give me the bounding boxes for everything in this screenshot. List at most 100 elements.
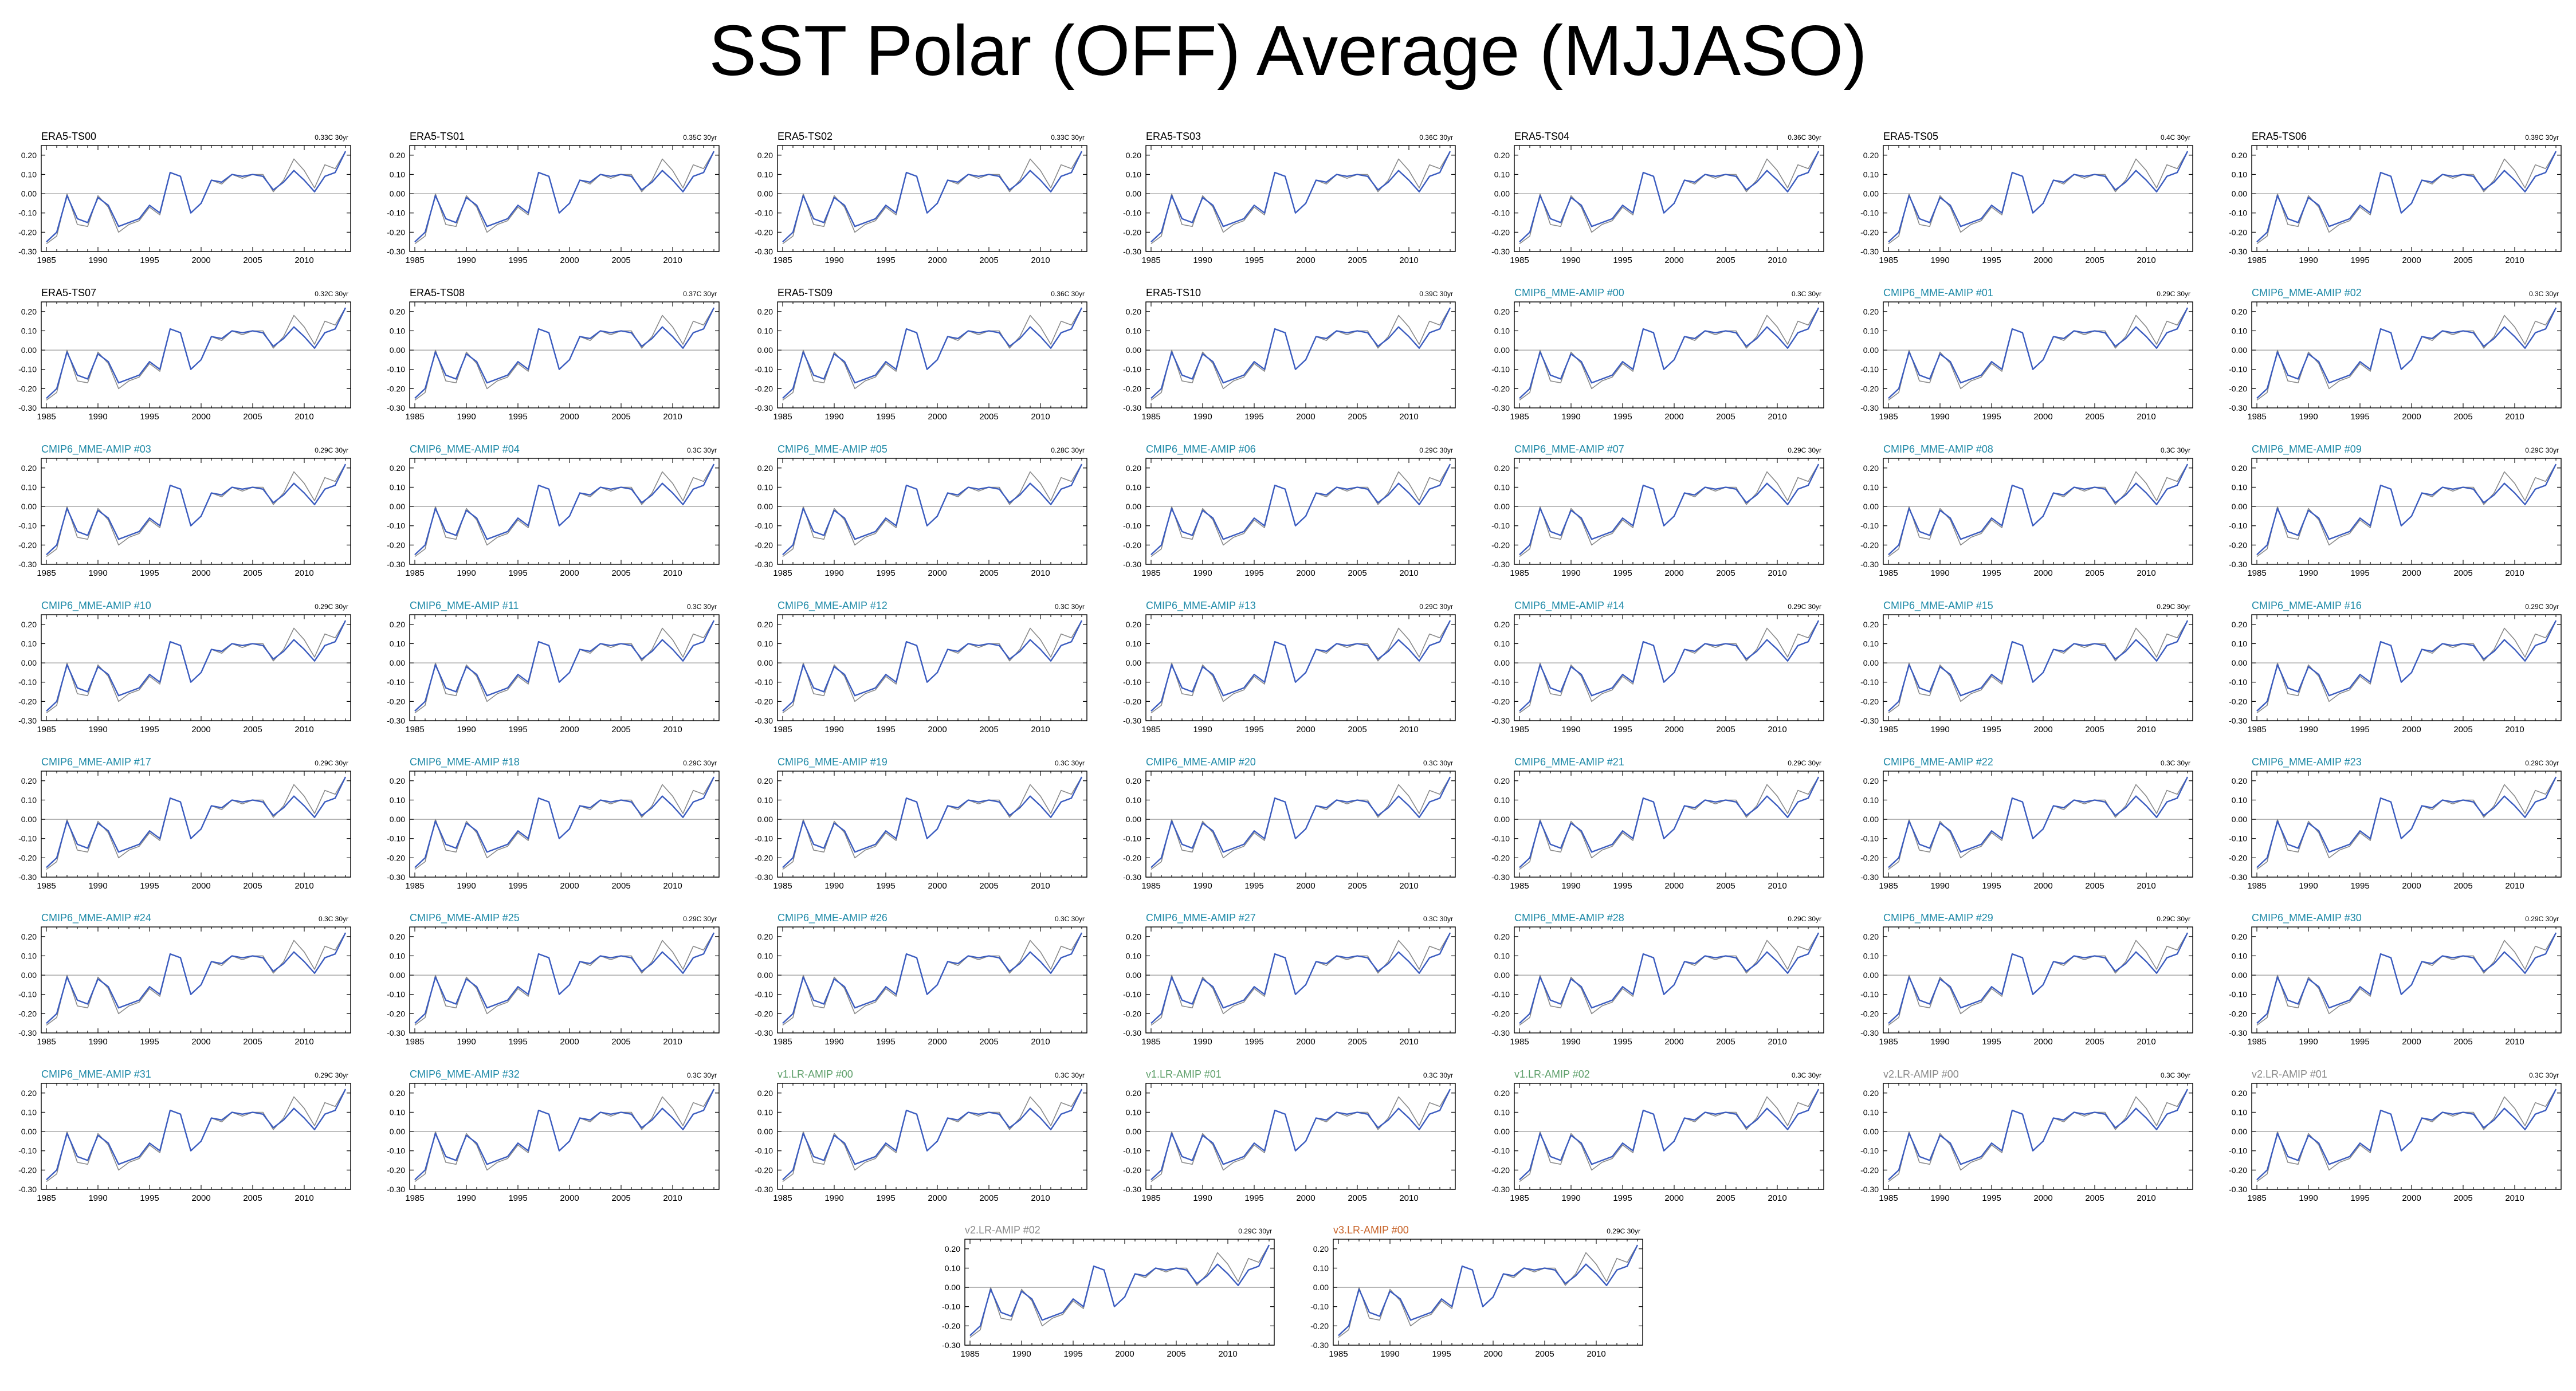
x-tick-label: 1995: [508, 725, 527, 734]
panel: CMIP6_MME-AMIP #00 0.3C 30yr -0.30 -0.20 -0.…: [1491, 287, 1824, 422]
y-tick-label: -0.20: [1491, 227, 1510, 237]
y-tick-label: -0.20: [387, 384, 405, 393]
plot-frame: [1883, 771, 2193, 878]
y-tick-label: -0.20: [1860, 853, 1879, 862]
y-tick-label: 0.00: [390, 970, 405, 980]
plot-frame: [41, 458, 351, 565]
x-tick-label: 1990: [88, 725, 107, 734]
trend-label: 0.3C 30yr: [2529, 290, 2559, 298]
x-tick-label: 2010: [294, 568, 313, 578]
y-tick-label: 0.10: [2232, 951, 2247, 960]
y-tick-label: -0.20: [1123, 540, 1141, 549]
trend-label: 0.29C 30yr: [315, 446, 348, 454]
x-tick-label: 2005: [2453, 1037, 2472, 1047]
x-tick-label: 2005: [1716, 256, 1735, 265]
x-tick-label: 2005: [2085, 412, 2104, 422]
plot-frame: [1514, 301, 1824, 408]
x-tick-label: 1995: [1613, 1037, 1632, 1047]
y-tick-label: -0.30: [18, 716, 37, 725]
panel-label: CMIP6_MME-AMIP #09: [2252, 443, 2362, 455]
model-series-line: [1519, 463, 1820, 556]
reference-series-line: [782, 620, 1082, 714]
panel: v1.LR-AMIP #01 0.3C 30yr -0.30 -0.20 -0.10 0.…: [1123, 1068, 1456, 1203]
reference-series-line: [2256, 463, 2557, 557]
y-tick-label: -0.20: [755, 1165, 773, 1174]
x-tick-label: 1985: [37, 568, 56, 578]
x-tick-label: 1995: [876, 256, 895, 265]
x-tick-label: 1985: [773, 1193, 792, 1203]
panel: ERA5-TS02 0.33C 30yr -0.30 -0.20 -0.10 0.00 0.…: [755, 131, 1087, 265]
x-tick-label: 2010: [2505, 1193, 2524, 1203]
x-tick-label: 2000: [2402, 881, 2421, 891]
x-tick-label: 1990: [2299, 1193, 2318, 1203]
y-tick-label: 0.20: [1126, 307, 1141, 316]
x-tick-label: 2000: [560, 725, 579, 734]
y-tick-label: -0.20: [755, 1009, 773, 1018]
plot-frame: [964, 1239, 1275, 1346]
x-tick-label: 2010: [1031, 725, 1050, 734]
model-series-line: [414, 776, 715, 869]
reference-series-line: [2256, 151, 2557, 245]
x-tick-label: 1985: [1141, 412, 1160, 422]
reference-series-line: [414, 932, 714, 1026]
trend-label: 0.3C 30yr: [687, 446, 717, 454]
x-tick-label: 1995: [1244, 1193, 1263, 1203]
y-tick-label: -0.30: [1860, 716, 1879, 725]
y-tick-label: 0.20: [21, 463, 37, 473]
y-tick-label: -0.30: [387, 1028, 405, 1038]
model-series-line: [46, 1089, 347, 1181]
panel: CMIP6_MME-AMIP #05 0.28C 30yr -0.30 -0.20 -0…: [755, 443, 1087, 578]
reference-series-line: [1888, 620, 2188, 714]
y-tick-label: -0.30: [755, 560, 773, 569]
panel-label: CMIP6_MME-AMIP #15: [1883, 600, 1993, 612]
y-tick-label: 0.00: [1494, 658, 1510, 667]
x-tick-label: 2000: [2402, 725, 2421, 734]
x-tick-label: 2010: [1031, 412, 1050, 422]
model-series-line: [1519, 620, 1820, 712]
x-tick-label: 1990: [88, 1037, 107, 1047]
y-tick-label: 0.10: [2232, 482, 2247, 492]
reference-series-line: [1519, 932, 1819, 1026]
x-tick-label: 2000: [560, 412, 579, 422]
y-tick-label: -0.30: [755, 716, 773, 725]
x-tick-label: 2000: [1296, 1037, 1315, 1047]
reference-series-line: [782, 463, 1082, 557]
panel-label: CMIP6_MME-AMIP #28: [1514, 912, 1624, 924]
reference-series-line: [2256, 307, 2557, 401]
y-tick-label: 0.20: [2232, 151, 2247, 160]
reference-series-line: [1519, 151, 1819, 245]
y-tick-label: 0.10: [2232, 639, 2247, 648]
x-tick-label: 1985: [773, 725, 792, 734]
y-tick-label: 0.10: [21, 482, 37, 492]
y-tick-label: -0.20: [2229, 697, 2247, 706]
plot-frame: [1883, 1083, 2193, 1190]
y-tick-label: 0.00: [21, 970, 37, 980]
y-tick-label: -0.20: [18, 384, 37, 393]
x-tick-label: 1990: [1380, 1349, 1399, 1359]
y-tick-label: 0.00: [1126, 1127, 1141, 1136]
y-tick-label: -0.30: [1860, 560, 1879, 569]
model-series-line: [1150, 776, 1451, 869]
panel-label: v2.LR-AMIP #01: [2252, 1068, 2327, 1080]
x-tick-label: 1990: [88, 412, 107, 422]
x-tick-label: 2010: [1768, 412, 1786, 422]
x-tick-label: 2005: [243, 725, 262, 734]
y-tick-label: 0.20: [1126, 1089, 1141, 1098]
trend-label: 0.29C 30yr: [1238, 1227, 1272, 1235]
reference-series-line: [46, 620, 346, 714]
y-tick-label: -0.20: [2229, 853, 2247, 862]
y-tick-label: 0.00: [21, 345, 37, 355]
x-tick-label: 1985: [1329, 1349, 1348, 1359]
y-tick-label: -0.30: [1860, 403, 1879, 412]
y-tick-label: -0.30: [2229, 403, 2247, 412]
y-tick-label: 0.00: [1313, 1283, 1329, 1292]
y-tick-label: -0.10: [1123, 365, 1141, 374]
x-tick-label: 1995: [1982, 412, 2001, 422]
panel-label: CMIP6_MME-AMIP #14: [1514, 600, 1624, 612]
panel: ERA5-TS09 0.36C 30yr -0.30 -0.20 -0.10 0.00 0.…: [755, 287, 1087, 422]
x-tick-label: 1990: [1012, 1349, 1031, 1359]
y-tick-label: -0.20: [18, 227, 37, 237]
reference-series-line: [782, 151, 1082, 245]
panel: CMIP6_MME-AMIP #12 0.3C 30yr -0.30 -0.20 -0.…: [755, 600, 1087, 734]
y-tick-label: 0.00: [2232, 502, 2247, 511]
